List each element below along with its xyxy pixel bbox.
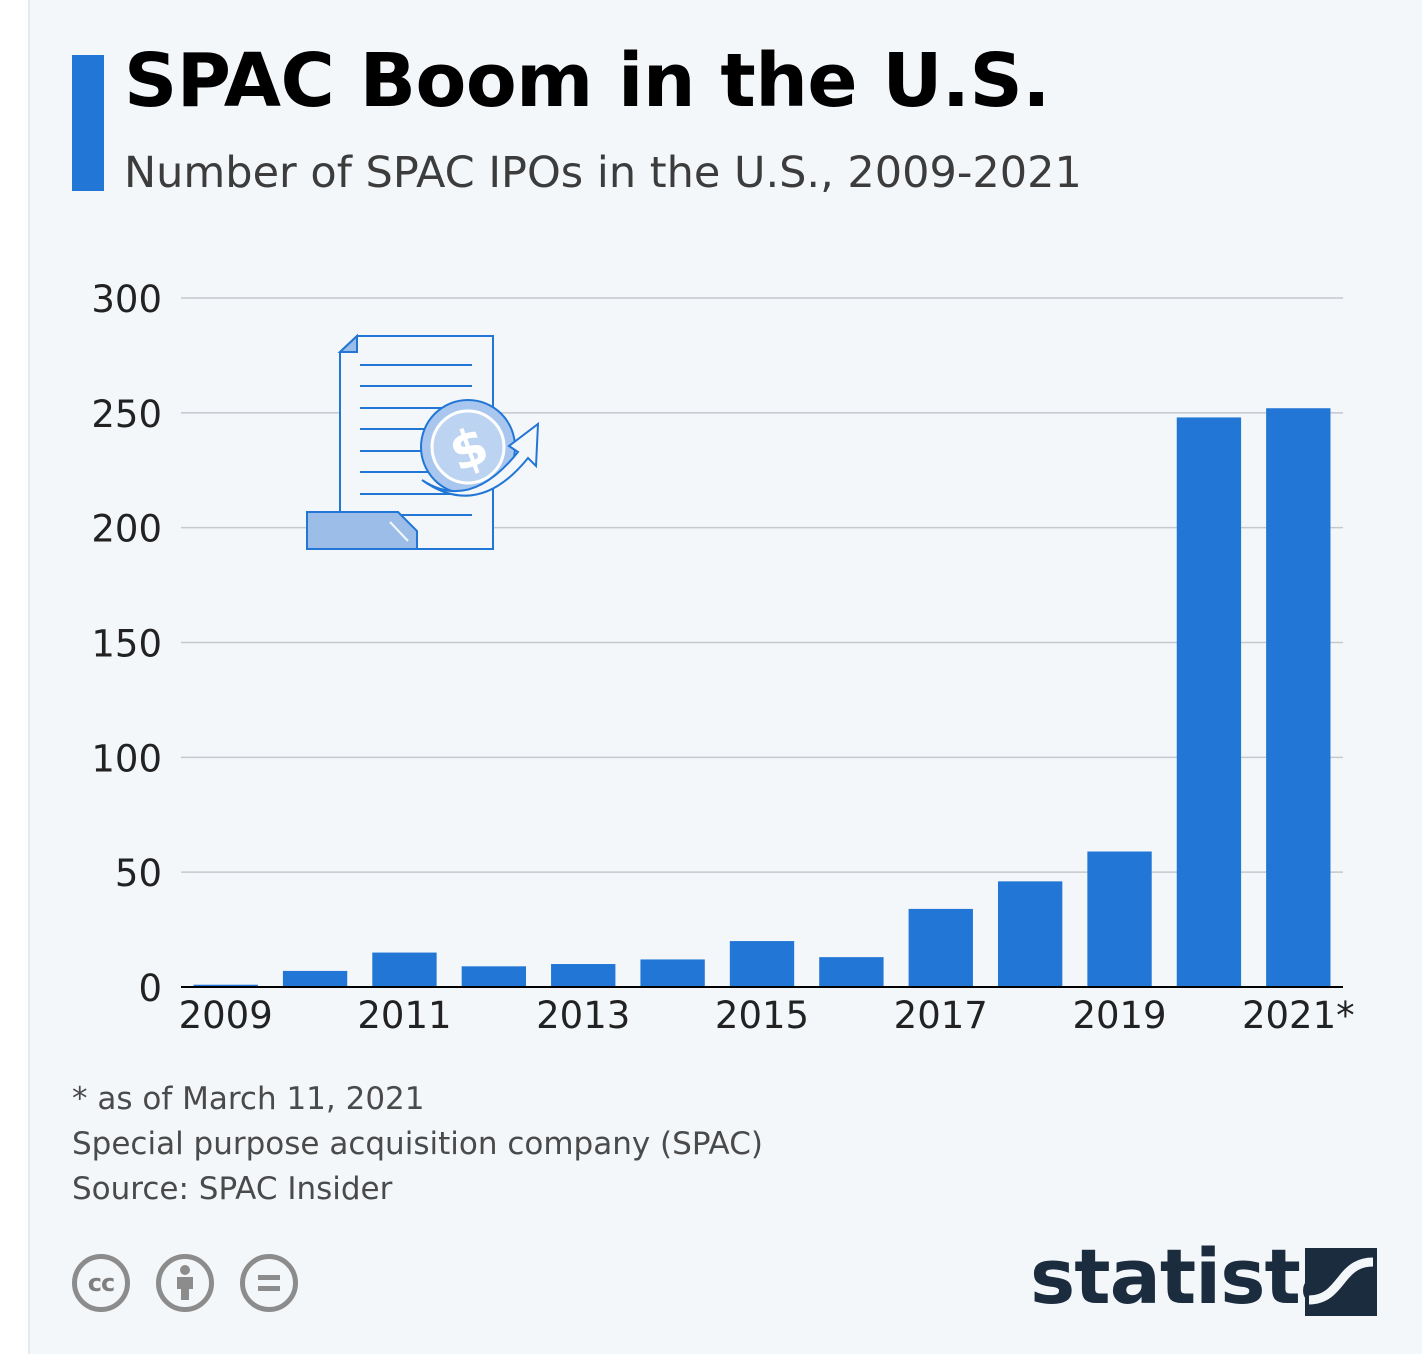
x-tick-label: 2013 [536,994,630,1037]
title-accent-bar [72,55,104,191]
x-tick-label: 2009 [179,994,273,1037]
bar-2014 [640,959,705,987]
bar-2010 [282,970,348,987]
footnote-definition: Special purpose acquisition company (SPA… [72,1126,763,1162]
cc-icon[interactable]: cc [72,1254,130,1312]
y-tick-label: 100 [91,737,162,780]
attribution-icon[interactable] [156,1254,214,1312]
bar-2009 [193,984,258,987]
bar-2015 [729,941,795,987]
x-tick-label: 2021* [1242,994,1355,1037]
x-tick-label: 2019 [1072,994,1166,1037]
bar-2020 [1176,417,1242,988]
chart-title: SPAC Boom in the U.S. [124,38,1050,124]
bar-chart: 0 50 100 150 200 250 300 $ 2009 2011 2013 2015 201… [91,278,1355,1037]
y-tick-label: 300 [91,278,162,321]
x-tick-label: 2017 [894,994,988,1037]
y-tick-label: 150 [91,623,162,666]
no-derivatives-icon[interactable] [240,1254,298,1312]
chart-subtitle: Number of SPAC IPOs in the U.S., 2009-20… [124,148,1082,198]
footnote-asterisk: * as of March 11, 2021 [72,1081,425,1117]
document-dollar-icon: $ [306,333,540,550]
bar-2019 [1087,851,1152,987]
footnotes: * as of March 11, 2021 Special purpose a… [72,1077,763,1212]
x-tick-label: 2011 [357,994,451,1037]
y-tick-label: 200 [91,508,162,551]
bar-2013 [551,964,616,987]
bar-2012 [461,966,527,987]
bar-2011 [372,952,437,987]
y-tick-label: 50 [115,852,162,895]
statista-logo-text: statista [1030,1232,1351,1321]
bars [193,408,1331,988]
bar-2018 [997,881,1063,987]
y-tick-label: 250 [91,393,162,436]
y-tick-label: 0 [138,967,162,1010]
bar-2016 [819,957,884,987]
y-axis-ticks: 0 50 100 150 200 250 300 [91,278,162,1010]
x-tick-label: 2015 [715,994,809,1037]
bar-2017 [908,908,973,987]
statista-logo-icon [1305,1248,1377,1316]
statista-logo[interactable]: statista [1030,1232,1380,1322]
x-axis-ticks: 2009 2011 2013 2015 2017 2019 2021* [179,994,1355,1037]
bar-2021 [1266,408,1331,987]
source-link[interactable]: Source: SPAC Insider [72,1171,393,1207]
